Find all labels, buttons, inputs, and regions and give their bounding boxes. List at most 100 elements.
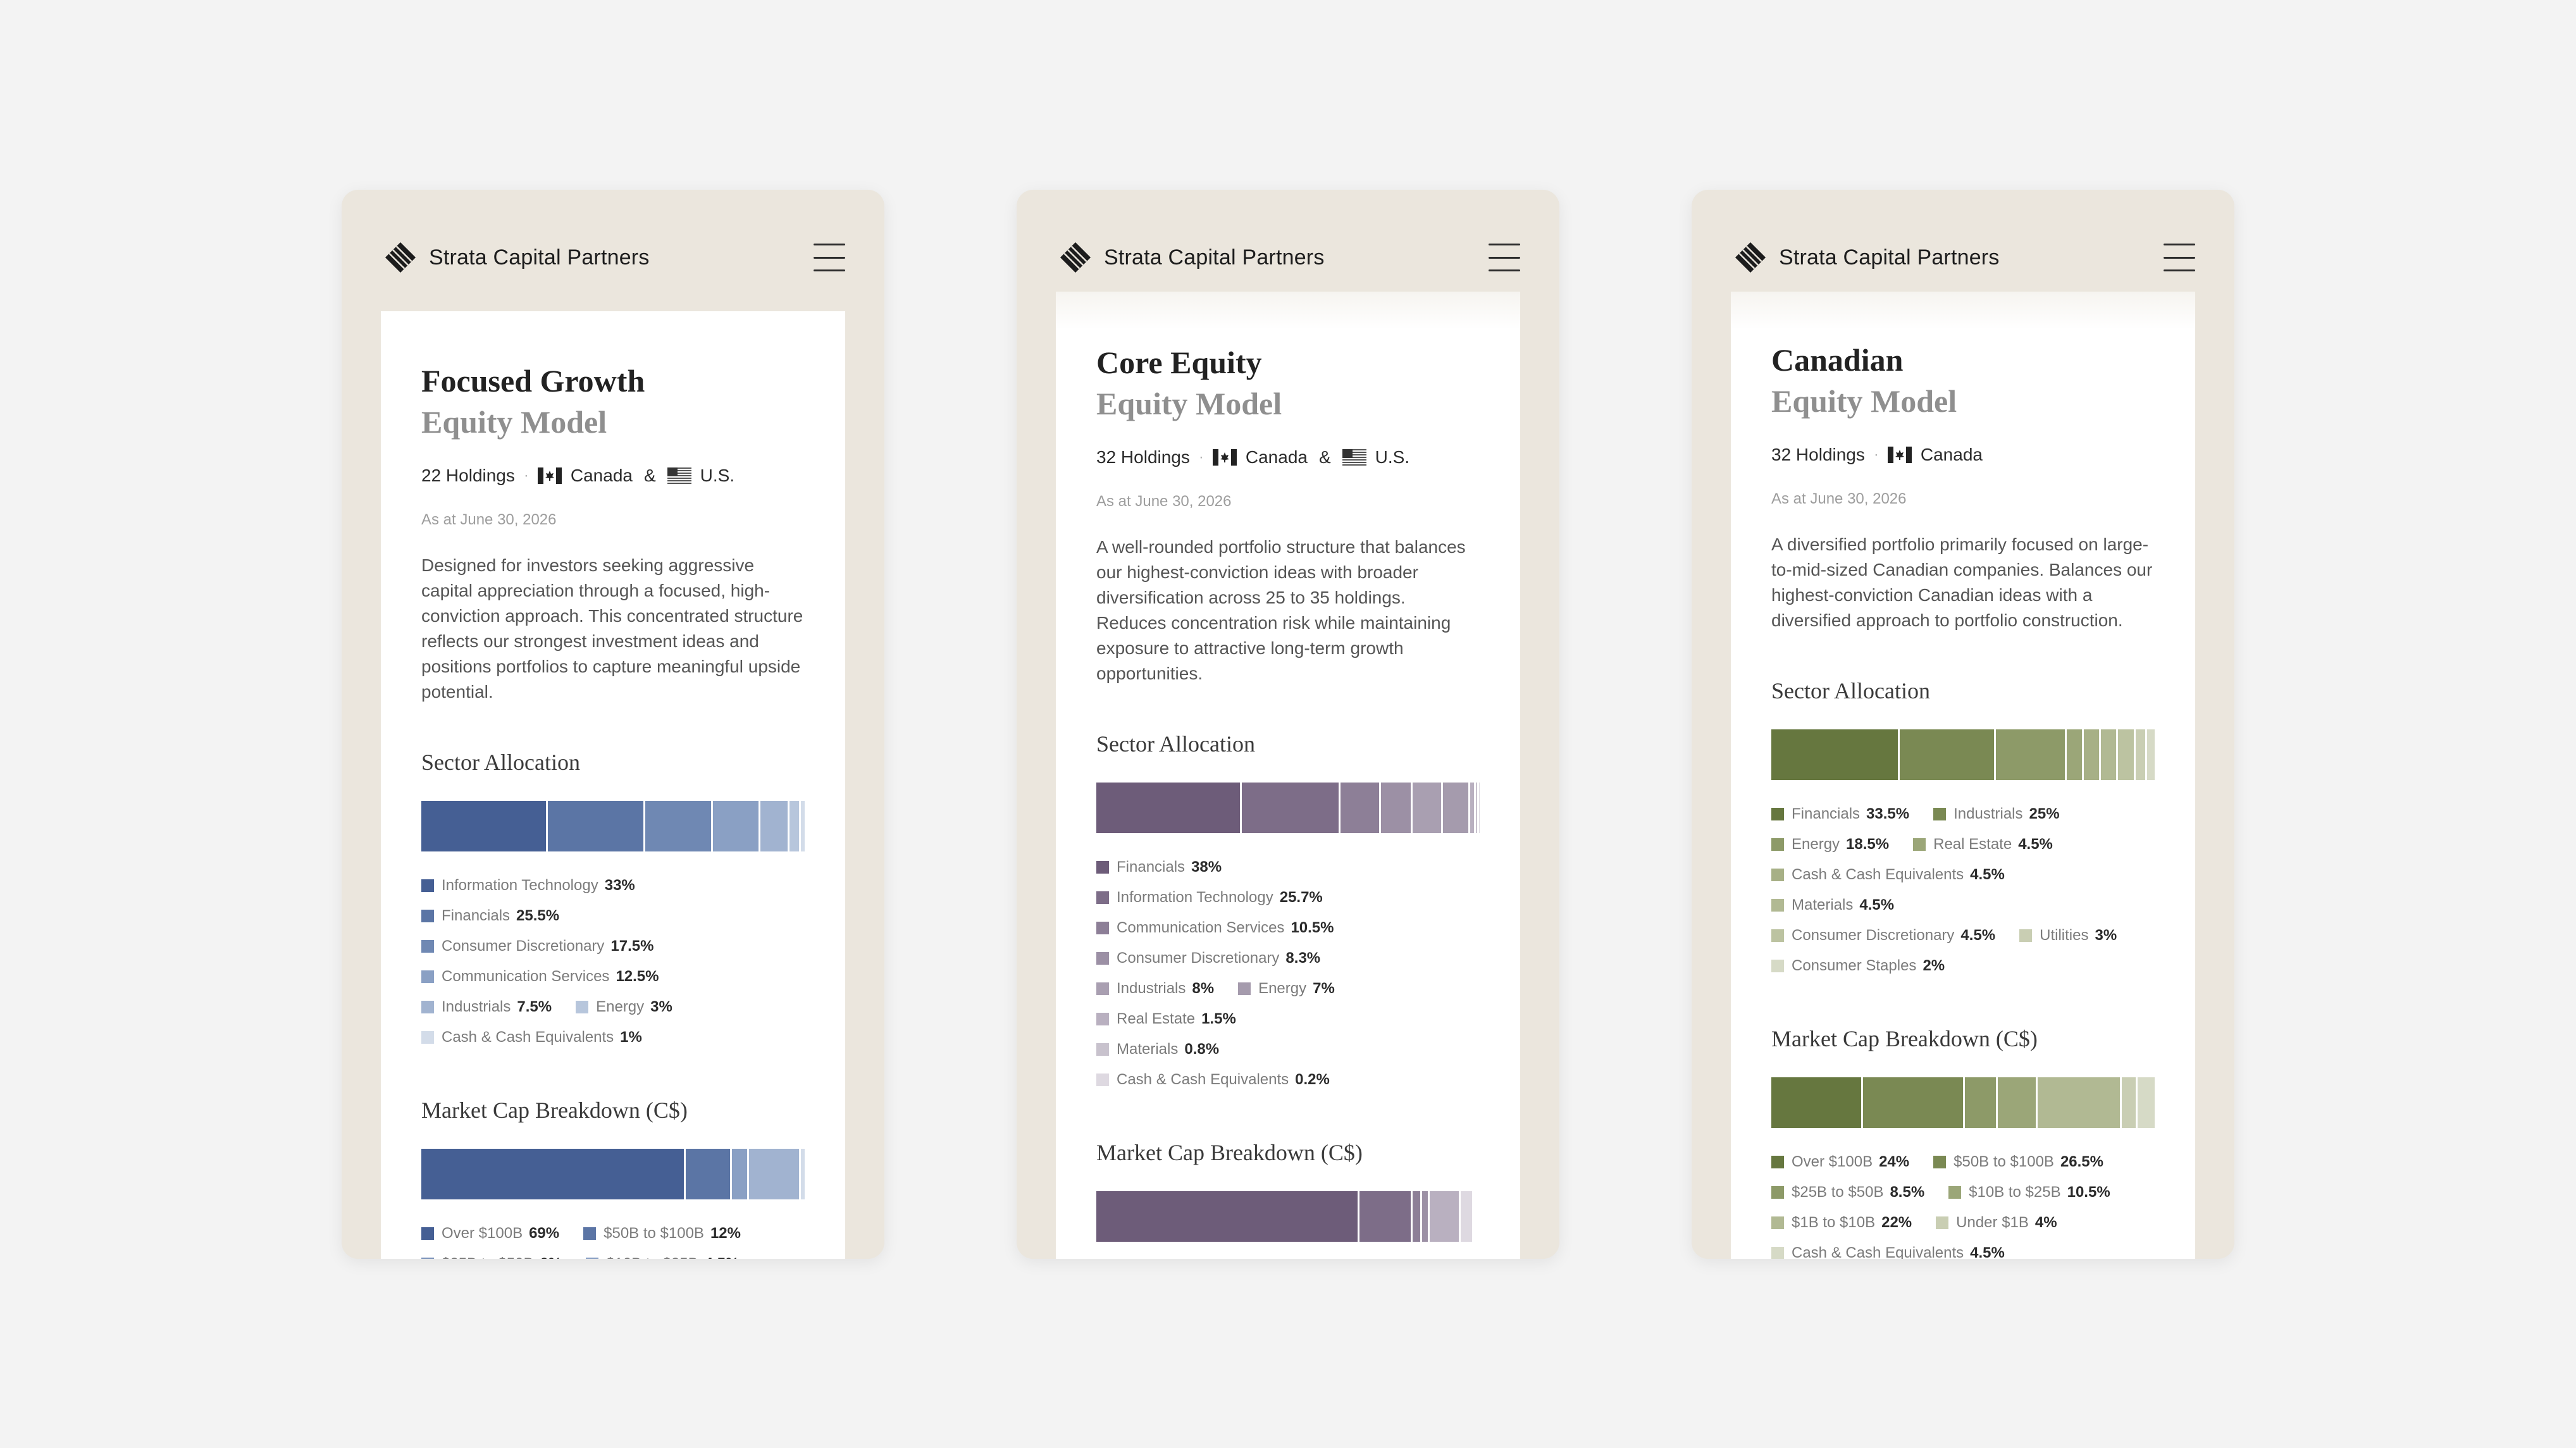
legend-label: Cash & Cash Equivalents xyxy=(1117,1071,1289,1088)
model-card: Focused Growth Equity Model 22 Holdings · Ca… xyxy=(381,311,845,1259)
legend-swatch xyxy=(1096,1043,1109,1056)
market-bar-segment xyxy=(1430,1191,1461,1242)
legend-label: $50B to $100B xyxy=(604,1225,704,1242)
legend-swatch xyxy=(576,1001,589,1013)
legend-value: 3% xyxy=(650,998,672,1015)
legend-swatch xyxy=(1771,838,1784,851)
sector-legend-item: Consumer Discretionary 8.3% xyxy=(1096,943,1320,974)
sector-bar-segment xyxy=(1242,783,1341,833)
market-bar-segment xyxy=(1096,1191,1360,1242)
strata-logo-icon xyxy=(1060,242,1091,273)
sector-bar-segment xyxy=(800,801,805,851)
legend-value: 0.8% xyxy=(1184,1041,1220,1058)
sector-bar-segment xyxy=(1412,783,1444,833)
sector-legend: Financials 38% Information Technology 25.7%… xyxy=(1096,852,1480,1095)
sector-legend-item: Information Technology 33% xyxy=(421,870,805,901)
legend-value: 69% xyxy=(529,1225,560,1242)
legend-value: 22% xyxy=(1881,1214,1912,1231)
legend-value: 7.5% xyxy=(517,998,552,1015)
brand-name: Strata Capital Partners xyxy=(1104,245,1325,269)
legend-swatch xyxy=(1771,869,1784,881)
market-cap-title: Market Cap Breakdown (C$) xyxy=(421,1098,688,1123)
market-bar-segment xyxy=(731,1149,750,1199)
legend-label: Cash & Cash Equivalents xyxy=(442,1029,614,1046)
canada-flag-icon xyxy=(1212,449,1237,466)
hamburger-menu-icon[interactable] xyxy=(1489,244,1520,271)
phone-core-equity: Strata Capital Partners Core Equity Equity… xyxy=(1017,190,1559,1259)
model-meta: 32 Holdings · Canada & U.S. xyxy=(1096,447,1480,467)
legend-swatch xyxy=(1913,838,1926,851)
sector-bar-segment xyxy=(2146,729,2155,780)
legend-swatch xyxy=(421,1031,434,1044)
legend-label: Industrials xyxy=(442,998,511,1015)
legend-label: Consumer Discretionary xyxy=(1792,927,1955,944)
legend-value: 0% xyxy=(540,1255,562,1259)
market-bar-segment xyxy=(1422,1191,1430,1242)
market-bar-segment xyxy=(2038,1077,2122,1128)
legend-label: $10B to $25B xyxy=(606,1255,698,1259)
sector-legend-item: Energy 7% xyxy=(1238,974,1335,1004)
sector-legend-item: Utilities 3% xyxy=(2019,920,2117,951)
model-card: Core Equity Equity Model 32 Holdings · Canad… xyxy=(1056,292,1520,1259)
market-cap-legend: Over $100B 69% $50B to $100B 12% $25B to $50… xyxy=(421,1218,805,1259)
sector-bar-segment xyxy=(1771,729,1900,780)
legend-value: 12.5% xyxy=(616,968,659,985)
brand[interactable]: Strata Capital Partners xyxy=(381,238,650,277)
meta-ampersand: & xyxy=(1318,447,1331,467)
brand[interactable]: Strata Capital Partners xyxy=(1056,238,1325,277)
sector-bar-segment xyxy=(421,801,548,851)
country-us: U.S. xyxy=(1375,447,1410,467)
meta-separator: · xyxy=(1873,446,1879,463)
canada-flag-icon xyxy=(1887,447,1912,463)
market-legend-item: $50B to $100B 26.5% xyxy=(1933,1147,2103,1177)
brand-name: Strata Capital Partners xyxy=(429,245,650,269)
legend-swatch xyxy=(586,1258,599,1259)
sector-legend-item: Cash & Cash Equivalents 0.2% xyxy=(1096,1065,1480,1095)
legend-label: Consumer Staples xyxy=(1792,957,1917,974)
model-title: Core Equity xyxy=(1096,345,1262,380)
sector-allocation-bar xyxy=(421,801,805,851)
hamburger-menu-icon[interactable] xyxy=(814,244,845,271)
sector-legend-item: Communication Services 12.5% xyxy=(421,962,805,992)
market-bar-segment xyxy=(1460,1191,1472,1242)
legend-value: 4.5% xyxy=(1859,896,1895,913)
legend-value: 24% xyxy=(1879,1153,1910,1170)
sector-legend-item: Financials 33.5% xyxy=(1771,799,1909,829)
market-legend-item: $1B to $10B 22% xyxy=(1771,1208,1912,1238)
brand[interactable]: Strata Capital Partners xyxy=(1731,238,2000,277)
sector-allocation-title: Sector Allocation xyxy=(421,750,580,775)
country-canada: Canada xyxy=(1920,445,1983,464)
legend-swatch xyxy=(1771,808,1784,820)
sector-legend-item: Real Estate 4.5% xyxy=(1913,829,2053,860)
legend-label: Energy xyxy=(1258,980,1307,997)
sector-legend-item: Materials 0.8% xyxy=(1096,1034,1480,1065)
legend-swatch xyxy=(1771,960,1784,972)
legend-value: 33.5% xyxy=(1866,805,1910,822)
market-legend-item: $50B to $100B 12% xyxy=(583,1218,741,1249)
sector-bar-segment xyxy=(547,801,646,851)
country-canada: Canada xyxy=(570,466,633,485)
market-legend-item: $25B to $50B 0% xyxy=(421,1249,562,1259)
legend-swatch xyxy=(583,1227,597,1240)
legend-label: Consumer Discretionary xyxy=(442,937,605,955)
legend-label: Cash & Cash Equivalents xyxy=(1792,866,1964,883)
legend-value: 26.5% xyxy=(2060,1153,2103,1170)
meta-separator: · xyxy=(523,467,529,484)
strata-logo-icon xyxy=(385,242,416,273)
legend-value: 7% xyxy=(1313,980,1335,997)
sector-bar-segment xyxy=(1341,783,1381,833)
legend-swatch xyxy=(1771,1216,1784,1229)
hamburger-menu-icon[interactable] xyxy=(2164,244,2195,271)
model-subtitle: Equity Model xyxy=(1096,386,1282,421)
model-description: A diversified portfolio primarily focuse… xyxy=(1771,535,2153,630)
sector-legend-item: Industrials 8% xyxy=(1096,974,1214,1004)
legend-swatch xyxy=(1771,1186,1784,1199)
legend-label: Communication Services xyxy=(442,968,610,985)
market-legend-item: $25B to $50B 8.5% xyxy=(1771,1177,1924,1208)
market-bar-segment xyxy=(749,1149,801,1199)
legend-swatch xyxy=(1948,1186,1962,1199)
sector-bar-segment xyxy=(2083,729,2102,780)
legend-label: Under $1B xyxy=(1956,1214,2029,1231)
market-bar-segment xyxy=(1359,1191,1413,1242)
legend-label: Consumer Discretionary xyxy=(1117,950,1280,967)
